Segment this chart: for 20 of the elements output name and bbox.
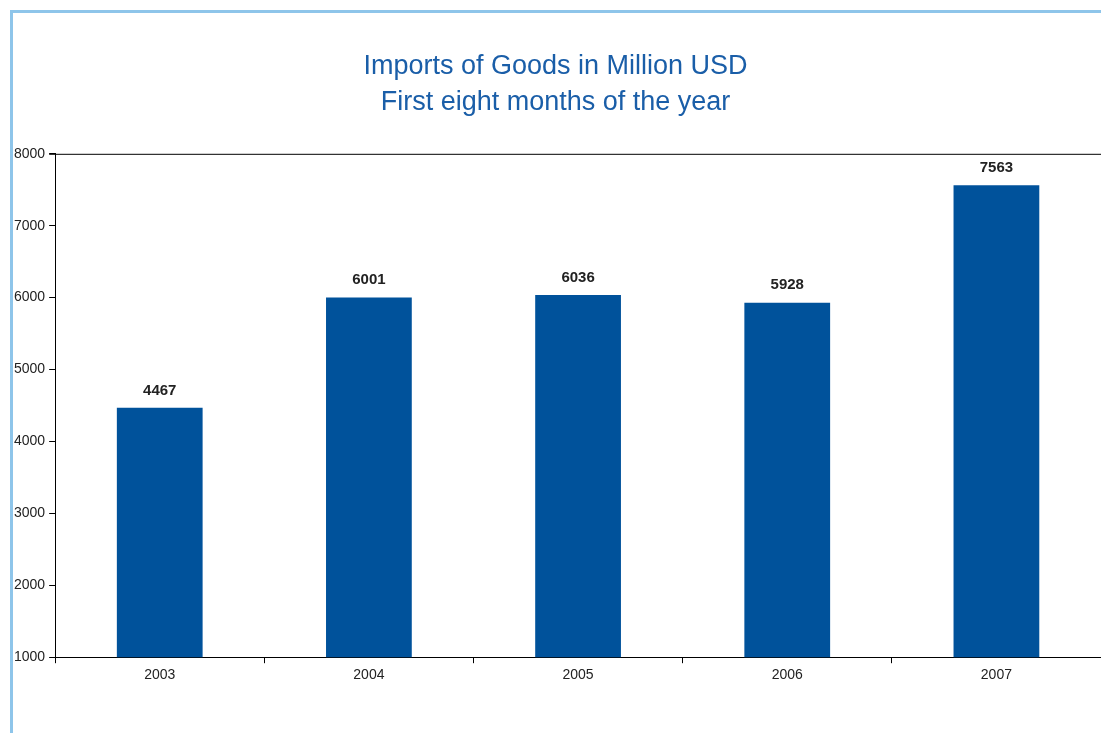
data-label: 5928 [770, 275, 804, 293]
x-tick-label: 2005 [562, 666, 594, 683]
y-tick-label: 8000 [13, 144, 46, 161]
y-tick-label: 6000 [13, 288, 46, 305]
y-tick-label: 3000 [13, 504, 46, 521]
x-tick-label: 2004 [353, 666, 385, 683]
data-label: 6036 [561, 267, 595, 285]
y-tick-label: 5000 [13, 360, 46, 377]
chart-title: Imports of Goods in Million USD [363, 49, 748, 80]
x-tick-label: 2006 [771, 666, 804, 683]
chart-subtitle: First eight months of the year [380, 86, 731, 117]
x-tick-label: 2003 [144, 666, 176, 683]
data-label: 7563 [979, 157, 1014, 175]
data-label: 6001 [352, 270, 386, 288]
y-tick-label: 7000 [13, 216, 46, 233]
data-label: 4467 [143, 380, 177, 398]
x-tick-label: 2007 [980, 666, 1013, 683]
y-tick-label: 4000 [13, 432, 46, 449]
y-tick-label: 2000 [13, 576, 46, 593]
y-tick-label: 1000 [13, 648, 46, 665]
